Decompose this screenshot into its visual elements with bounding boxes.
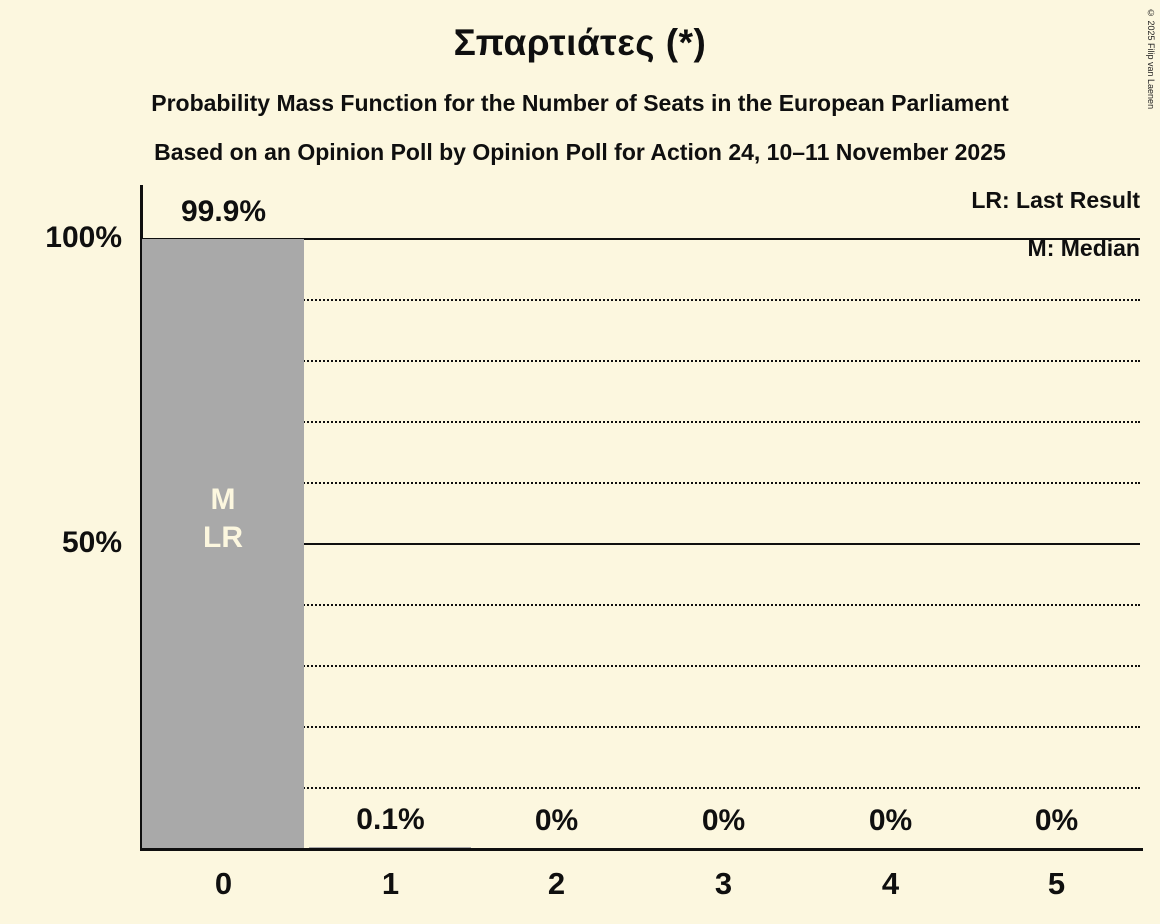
x-tick-label-4: 4 (881, 866, 900, 901)
chart-subtitle-1: Probability Mass Function for the Number… (151, 90, 1009, 116)
plot-area: M LR 99.9% 0.1% 0% 0% 0% 0% (140, 185, 1140, 848)
chart-subtitle-2: Based on an Opinion Poll by Opinion Poll… (154, 139, 1006, 165)
gridline-60pct (140, 482, 1140, 484)
bar-seats-0: M LR (142, 238, 304, 848)
gridline-30pct (140, 665, 1140, 667)
x-tick-label-5: 5 (1047, 866, 1066, 901)
gridline-70pct (140, 421, 1140, 423)
gridline-80pct (140, 360, 1140, 362)
value-label-seats-3: 0% (701, 804, 746, 837)
y-tick-label-100: 100% (45, 221, 122, 254)
gridline-100pct (140, 238, 1140, 240)
gridline-90pct (140, 299, 1140, 301)
x-tick-label-2: 2 (547, 866, 566, 901)
y-tick-label-50: 50% (61, 526, 122, 559)
value-label-seats-1: 0.1% (356, 803, 425, 837)
gridline-40pct (140, 604, 1140, 606)
value-label-seats-4: 0% (868, 804, 913, 837)
bar-annotation-line: LR (203, 520, 243, 554)
x-tick-label-0: 0 (214, 866, 233, 901)
y-axis-line (140, 185, 143, 851)
value-label-seats-0: 99.9% (180, 194, 267, 228)
x-axis-line (140, 848, 1143, 851)
copyright-notice: © 2025 Filip van Laenen (1146, 8, 1156, 110)
bar-seats-1 (309, 847, 471, 848)
gridline-10pct (140, 787, 1140, 789)
page-title: Σπαρτιάτες (*) (453, 22, 707, 63)
gridline-20pct (140, 726, 1140, 728)
x-tick-label-1: 1 (381, 866, 400, 901)
value-label-seats-5: 0% (1034, 804, 1079, 837)
x-tick-label-3: 3 (714, 866, 733, 901)
bar-annotation-median-lastresult: M LR (142, 481, 304, 557)
legend-last-result: LR: Last Result (971, 187, 1140, 213)
value-label-seats-2: 0% (534, 804, 579, 837)
gridline-50pct (140, 543, 1140, 545)
bar-annotation-line: M (210, 482, 236, 516)
